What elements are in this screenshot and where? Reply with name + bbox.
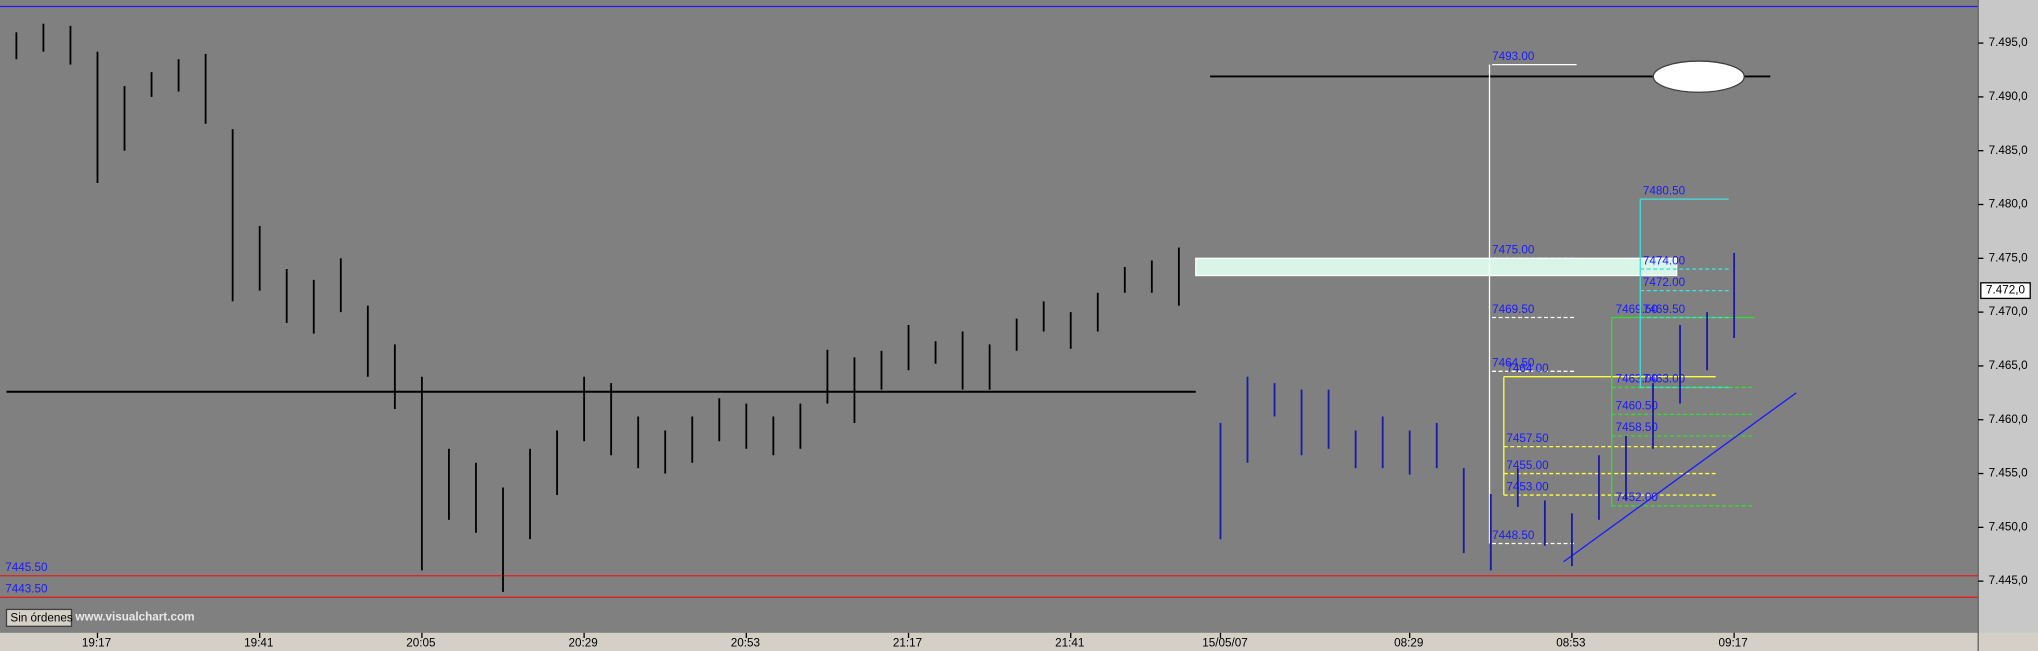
fib-label: 7458.50	[1616, 421, 1659, 434]
x-tick-label: 09:17	[1719, 636, 1748, 649]
last-price-label: 7.472,0	[1986, 284, 2025, 297]
x-tick-label: 21:41	[1055, 636, 1084, 649]
y-tick-label: 7.485,0	[1989, 144, 2028, 157]
y-tick-label: 7.450,0	[1989, 520, 2028, 533]
x-tick-label: 21:17	[893, 636, 922, 649]
status-button[interactable]	[5, 608, 73, 627]
x-axis-area	[0, 632, 2038, 651]
watermark: www.visualchart.com	[74, 610, 194, 623]
fib-label: 7455.00	[1506, 459, 1549, 472]
y-tick-label: 7.475,0	[1989, 251, 2028, 264]
level-label: 7445.50	[5, 561, 48, 574]
fib-label: 7475.00	[1492, 244, 1535, 257]
y-tick-label: 7.490,0	[1989, 90, 2028, 103]
fib-label: 7460.50	[1616, 400, 1659, 413]
y-tick-label: 7.445,0	[1989, 574, 2028, 587]
fib-label: 7493.00	[1492, 50, 1535, 63]
fib-label: 7448.50	[1492, 529, 1535, 542]
fib-label: 7469.50	[1616, 303, 1659, 316]
y-axis-area	[1978, 0, 2038, 651]
x-tick-label: 20:53	[731, 636, 760, 649]
x-tick-label: 20:29	[569, 636, 598, 649]
fib-label: 7469.50	[1643, 303, 1686, 316]
fib-label: 7457.50	[1506, 432, 1549, 445]
x-tick-label: 19:17	[82, 636, 111, 649]
plot-area	[0, 0, 1978, 633]
fib-label: 7464.50	[1492, 357, 1535, 370]
x-tick-label: 19:41	[244, 636, 273, 649]
y-tick-label: 7.460,0	[1989, 413, 2028, 426]
fib-label: 7464.00	[1506, 362, 1549, 375]
trendline	[1563, 392, 1797, 563]
y-tick-label: 7.455,0	[1989, 467, 2028, 480]
status-text: Sin órdenes	[10, 612, 73, 625]
x-tick-label: 08:53	[1556, 636, 1585, 649]
fib-label: 7453.00	[1506, 480, 1549, 493]
y-tick-label: 7.495,0	[1989, 36, 2028, 49]
zone	[1195, 257, 1678, 277]
fib-label: 7463.00	[1643, 373, 1686, 386]
ellipse-marker	[1652, 60, 1745, 93]
fib-label: 7463.00	[1616, 373, 1659, 386]
fib-label: 7472.00	[1643, 276, 1686, 289]
last-price-box	[1980, 282, 2031, 300]
level-label: 7443.50	[5, 583, 48, 596]
y-tick-label: 7.480,0	[1989, 198, 2028, 211]
y-tick-label: 7.465,0	[1989, 359, 2028, 372]
y-tick-label: 7.470,0	[1989, 305, 2028, 318]
x-tick-label: 15/05/07	[1202, 636, 1248, 649]
fib-label: 7480.50	[1643, 184, 1686, 197]
x-tick-label: 20:05	[406, 636, 436, 649]
fib-label: 7474.00	[1643, 254, 1686, 267]
fib-label: 7469.50	[1492, 303, 1535, 316]
x-tick-label: 08:29	[1394, 636, 1423, 649]
